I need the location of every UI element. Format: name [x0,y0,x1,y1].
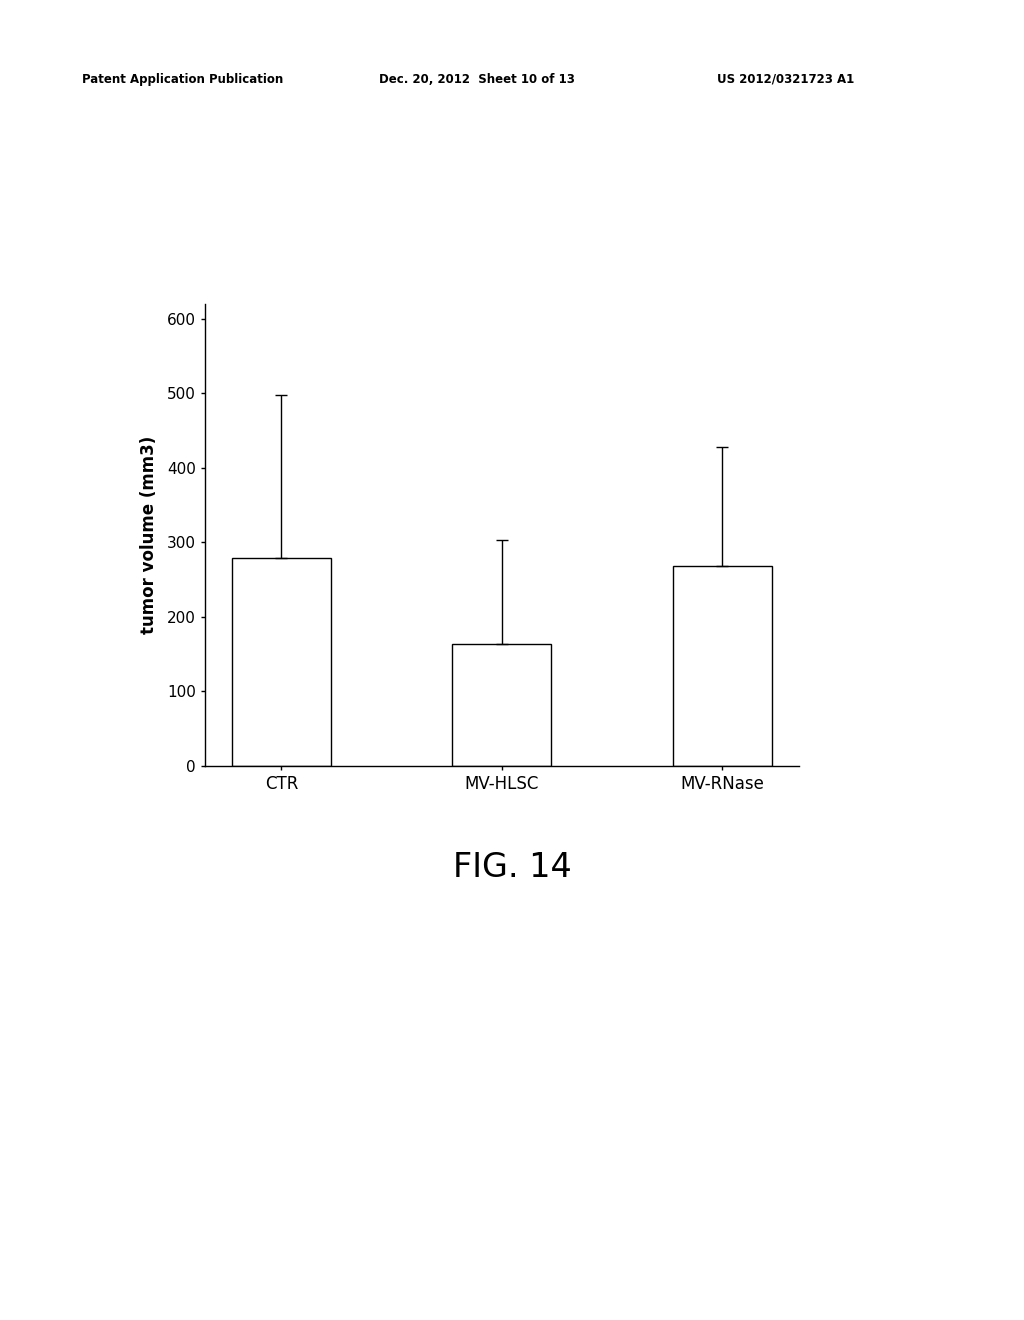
Y-axis label: tumor volume (mm3): tumor volume (mm3) [140,436,159,634]
Bar [673,566,772,766]
Bar [231,558,331,766]
Text: US 2012/0321723 A1: US 2012/0321723 A1 [717,73,854,86]
Bar [453,644,551,766]
Text: Dec. 20, 2012  Sheet 10 of 13: Dec. 20, 2012 Sheet 10 of 13 [379,73,574,86]
Text: FIG. 14: FIG. 14 [453,851,571,884]
Text: Patent Application Publication: Patent Application Publication [82,73,284,86]
